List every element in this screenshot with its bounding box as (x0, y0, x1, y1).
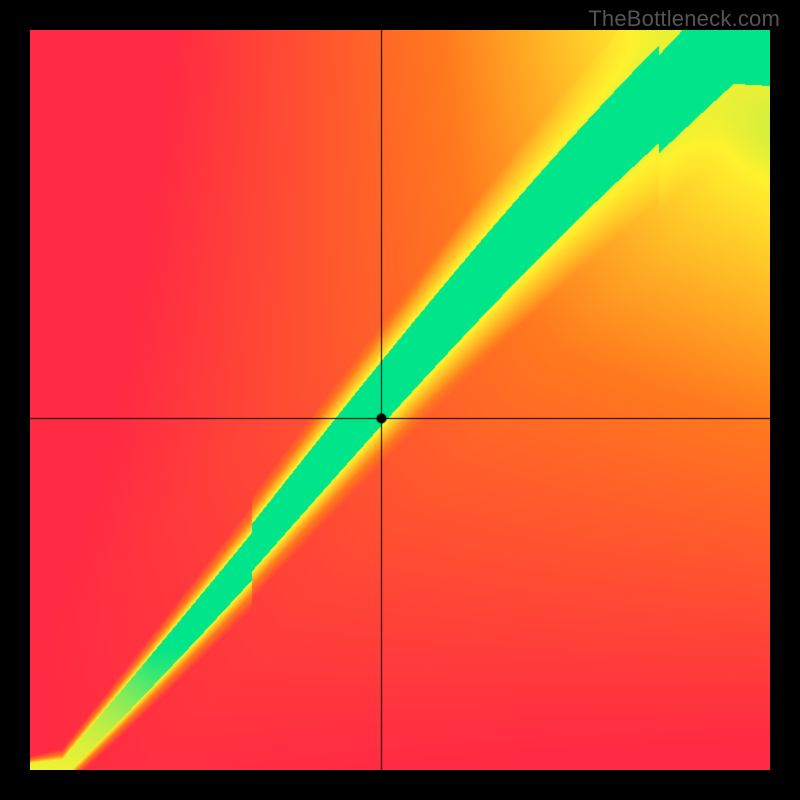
heatmap-canvas (30, 30, 770, 770)
watermark-text: TheBottleneck.com (588, 6, 780, 32)
chart-container: TheBottleneck.com (0, 0, 800, 800)
heatmap-plot (30, 30, 770, 770)
